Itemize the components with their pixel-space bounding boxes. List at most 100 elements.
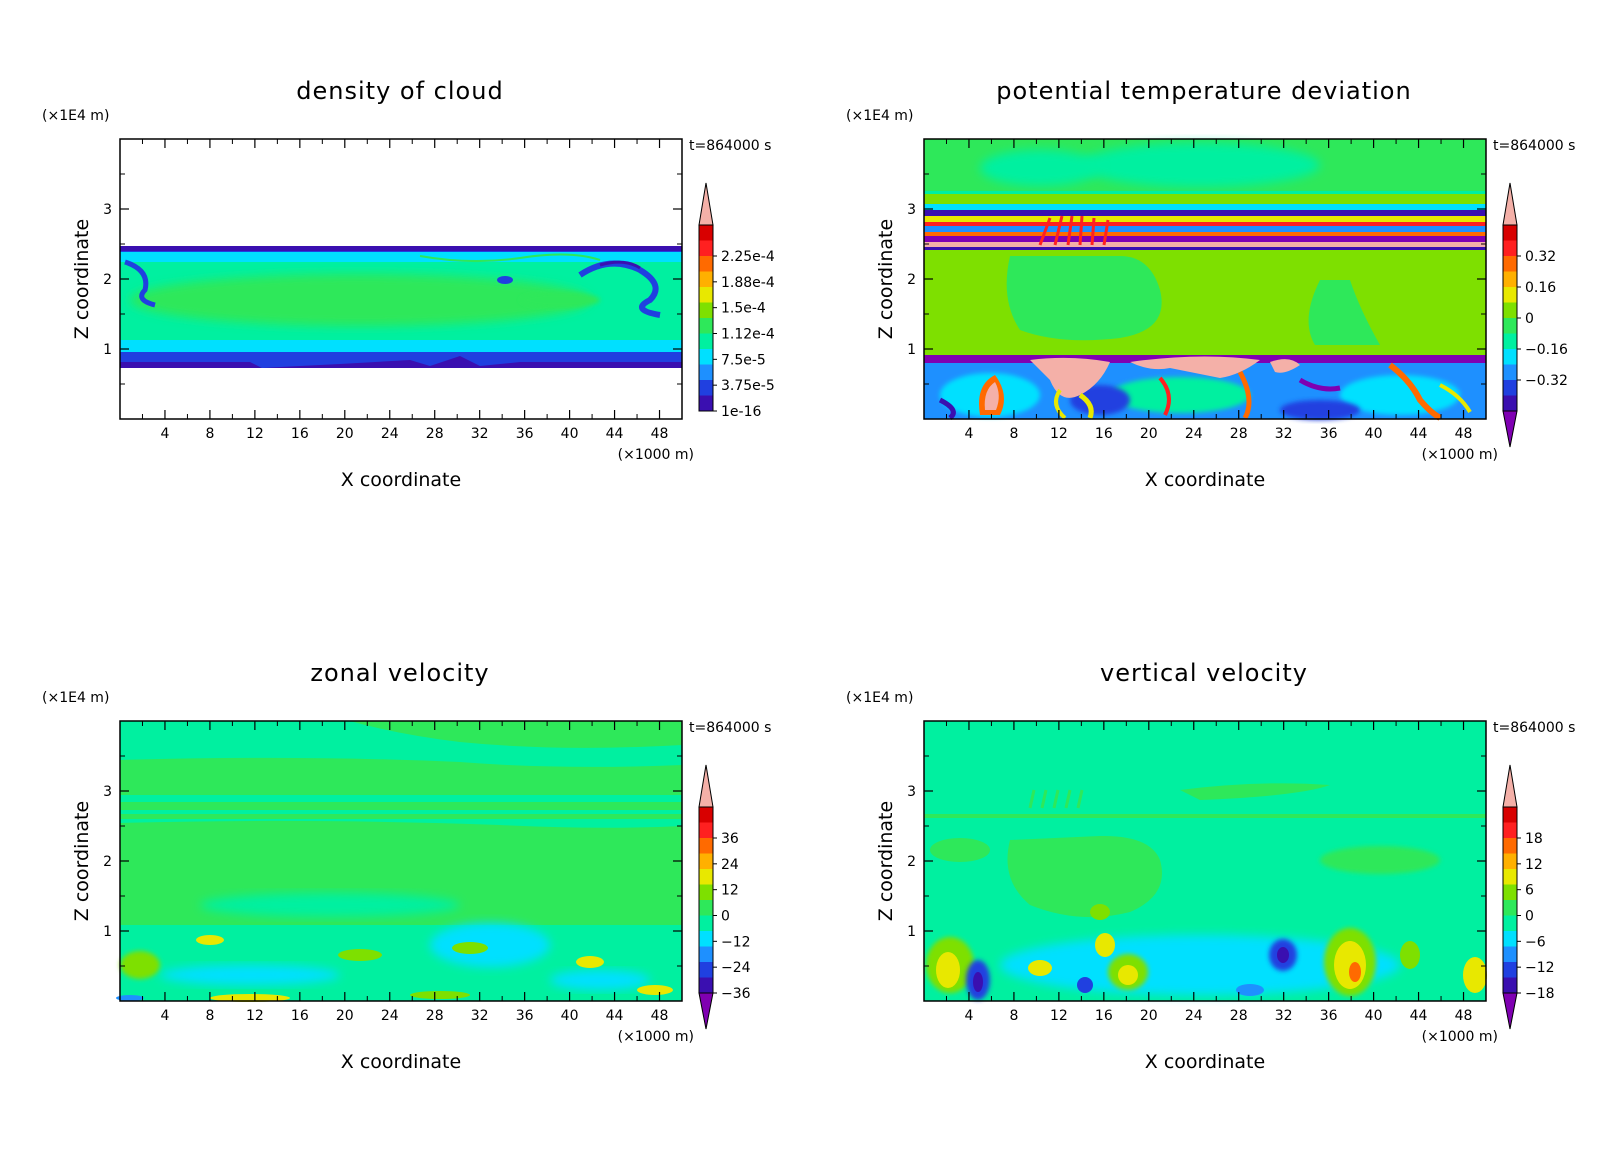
x-tick-label: 40: [1365, 1008, 1383, 1024]
x-tick-label: 48: [651, 1008, 669, 1024]
colorbar-bin: [699, 977, 713, 993]
colorbar-bin: [1503, 318, 1517, 334]
colorbar-label: 0: [721, 909, 730, 925]
x-tick-label: 24: [1185, 426, 1203, 442]
colorbar-extend-max: [698, 182, 714, 226]
colorbar-label: −6: [1525, 934, 1546, 950]
y-tick-label: 3: [907, 202, 916, 218]
colorbar-bin: [699, 884, 713, 900]
colorbar-label: −18: [1525, 986, 1555, 1002]
panel-vertical-velocity: vertical velocity (×1E4 m) t=864000 s: [846, 659, 1575, 1073]
colorbar-extend-max: [1502, 764, 1518, 808]
colorbar-bin: [1503, 977, 1517, 993]
x-tick-label: 44: [606, 426, 624, 442]
colorbar-bin: [1503, 333, 1517, 349]
x-tick-label: 48: [651, 426, 669, 442]
colorbar-bin: [699, 333, 713, 349]
y-axis-label: Z coordinate: [875, 219, 897, 339]
x-unit-label: (×1000 m): [1422, 1029, 1498, 1045]
colorbar-bin: [699, 225, 713, 241]
y-unit-label: (×1E4 m): [42, 108, 109, 124]
x-axis-label: X coordinate: [341, 1051, 461, 1073]
x-tick-label: 28: [426, 426, 444, 442]
colorbar-bin: [699, 287, 713, 303]
colorbar-bin: [1503, 884, 1517, 900]
y-tick-label: 1: [907, 924, 916, 940]
x-tick-label: 4: [964, 1008, 973, 1024]
colorbar-label: 0.32: [1525, 249, 1556, 265]
y-tick-label: 1: [103, 924, 112, 940]
colorbar-frame: [698, 224, 714, 412]
colorbar-bin: [1503, 962, 1517, 978]
temperature-field: [924, 139, 1486, 421]
colorbar-bin: [699, 931, 713, 947]
colorbar-label: 2.25e-4: [721, 249, 775, 265]
colorbar-bin: [699, 395, 713, 411]
x-tick-label: 8: [205, 1008, 214, 1024]
panel-density-of-cloud: density of cloud (×1E4 m) t=864000 s: [42, 77, 775, 491]
time-label: t=864000 s: [1493, 138, 1575, 154]
plot-area: [923, 138, 1487, 421]
colorbar-bin: [1503, 900, 1517, 916]
colorbar-bin: [1503, 380, 1517, 396]
time-label: t=864000 s: [689, 720, 771, 736]
colorbar-extend-max: [1502, 182, 1518, 226]
x-tick-label: 24: [381, 426, 399, 442]
x-unit-label: (×1000 m): [1422, 447, 1498, 463]
y-unit-label: (×1E4 m): [846, 108, 913, 124]
colorbar: 0.32 0.16 0 −0.16 −0.32: [1502, 182, 1568, 448]
colorbar-bin: [699, 271, 713, 287]
colorbar-label: 0.16: [1525, 280, 1556, 296]
x-tick-label: 20: [336, 1008, 354, 1024]
y-unit-label: (×1E4 m): [846, 690, 913, 706]
colorbar-bin: [699, 946, 713, 962]
colorbar-label: 3.75e-5: [721, 378, 775, 394]
colorbar-bin: [1503, 302, 1517, 318]
colorbar-bin: [699, 349, 713, 365]
x-tick-label: 36: [516, 426, 534, 442]
x-tick-label: 12: [1050, 426, 1068, 442]
colorbar-label: 36: [721, 831, 739, 847]
plot-area: [116, 720, 683, 1002]
colorbar-label: −24: [721, 960, 751, 976]
x-tick-label: 28: [426, 1008, 444, 1024]
colorbar-label: 1.12e-4: [721, 327, 775, 343]
colorbar-bin: [699, 838, 713, 854]
x-axis-label: X coordinate: [1145, 469, 1265, 491]
x-tick-label: 12: [1050, 1008, 1068, 1024]
colorbar-label: −0.32: [1525, 373, 1568, 389]
vertical-velocity-field: [924, 783, 1487, 1001]
y-tick-label: 2: [103, 272, 112, 288]
colorbar-bin: [1503, 364, 1517, 380]
x-tick-label: 44: [606, 1008, 624, 1024]
y-tick-label: 3: [907, 784, 916, 800]
x-tick-label: 20: [1140, 1008, 1158, 1024]
x-tick-label: 48: [1455, 426, 1473, 442]
colorbar-bin: [699, 302, 713, 318]
x-tick-label: 32: [1275, 426, 1293, 442]
colorbar-label: 12: [721, 883, 739, 899]
x-tick-label: 4: [964, 426, 973, 442]
y-tick-label: 1: [907, 342, 916, 358]
x-tick-label: 4: [160, 1008, 169, 1024]
chart-title: potential temperature deviation: [996, 77, 1411, 105]
colorbar-bin: [1503, 225, 1517, 241]
x-tick-label: 44: [1410, 426, 1428, 442]
y-axis-label: Z coordinate: [71, 219, 93, 339]
colorbar-bin: [1503, 349, 1517, 365]
x-tick-label: 24: [1185, 1008, 1203, 1024]
panel-zonal-velocity: zonal velocity (×1E4 m) t=864000 s: [42, 659, 771, 1073]
colorbar-bin: [1503, 946, 1517, 962]
chart-title: zonal velocity: [310, 659, 489, 687]
colorbar-bin: [1503, 271, 1517, 287]
colorbar-bin: [1503, 838, 1517, 854]
x-tick-label: 32: [471, 426, 489, 442]
y-tick-label: 1: [103, 342, 112, 358]
colorbar-bin: [1503, 822, 1517, 838]
x-tick-label: 32: [1275, 1008, 1293, 1024]
zonal-velocity-field: [116, 721, 682, 1002]
